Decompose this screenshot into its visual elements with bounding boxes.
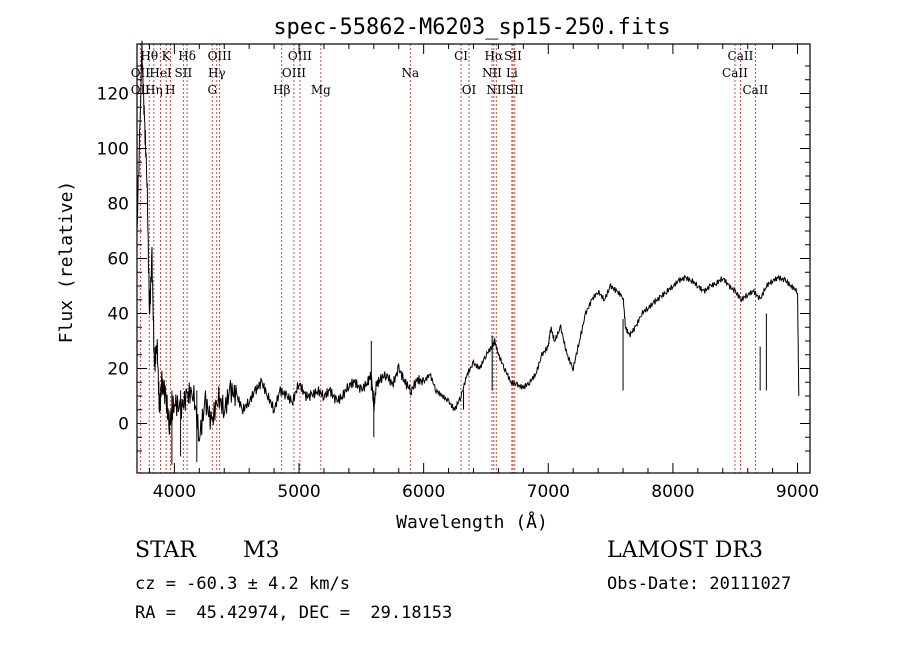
- reference-line-label: CaII: [722, 66, 748, 80]
- y-tick-label: 60: [107, 250, 129, 270]
- axis-ticks: 4000 5000 6000 7000 8000 9000 0 20 40 60 80 100 120: [97, 44, 819, 502]
- object-class: STAR: [135, 538, 196, 563]
- reference-line-label: SII: [506, 83, 524, 97]
- y-tick-label: 20: [107, 360, 129, 380]
- y-tick-label: 80: [107, 195, 129, 215]
- plot-area-border: [136, 43, 811, 474]
- reference-line-label: Hη: [145, 83, 163, 97]
- reference-line-label: OII: [131, 66, 151, 80]
- redshift-value: cz = -60.3 ± 4.2 km/s: [135, 574, 350, 594]
- x-axis-label: Wavelength (Å): [396, 511, 548, 533]
- y-tick-label: 0: [118, 415, 129, 435]
- x-tick-label: 6000: [402, 482, 445, 502]
- reference-line-label: Hα: [485, 49, 504, 63]
- reference-line-label: CI: [454, 49, 468, 63]
- reference-line-label: Hγ: [208, 66, 226, 80]
- x-tick-label: 7000: [527, 482, 570, 502]
- reference-line-label: Mg: [311, 83, 331, 97]
- y-tick-label: 40: [107, 305, 129, 325]
- reference-line-label: Li: [506, 66, 518, 80]
- reference-line-label: Hδ: [178, 49, 196, 63]
- object-subclass: M3: [243, 538, 280, 563]
- reference-line-label: CaII: [742, 83, 768, 97]
- reference-line-label: Hβ: [273, 83, 290, 97]
- reference-lines: [139, 44, 756, 473]
- reference-line-label: OIII: [282, 66, 306, 80]
- reference-line-label: SII: [504, 49, 522, 63]
- reference-line-label: NII: [486, 83, 506, 97]
- sky-coordinates: RA = 45.42974, DEC = 29.18153: [135, 603, 453, 623]
- reference-line-label: OIII: [208, 49, 232, 63]
- reference-line-label: H: [165, 83, 175, 97]
- spectrum-line: [136, 40, 800, 442]
- reference-line-label: OIII: [288, 49, 312, 63]
- reference-line-label: HeI: [149, 66, 172, 80]
- chart-title: spec-55862-M6203_sp15-250.fits: [273, 15, 670, 40]
- y-tick-label: 100: [97, 140, 129, 160]
- reference-line-label: Hθ: [140, 49, 158, 63]
- survey-name: LAMOST DR3: [607, 538, 763, 563]
- y-axis-label: Flux (relative): [56, 181, 77, 344]
- reference-line-label: K: [162, 49, 172, 63]
- reference-line-label: OI: [462, 83, 477, 97]
- spectrum-series: [136, 40, 800, 465]
- y-tick-label: 120: [97, 85, 129, 105]
- reference-line-label: G: [207, 83, 217, 97]
- reference-line-label: SII: [175, 66, 193, 80]
- reference-line-label: CaII: [728, 49, 754, 63]
- reference-line-label: NII: [482, 66, 502, 80]
- x-tick-label: 8000: [651, 482, 694, 502]
- reference-line-label: Na: [401, 66, 419, 80]
- x-tick-label: 5000: [277, 482, 320, 502]
- x-tick-label: 4000: [153, 482, 196, 502]
- plot-frame: [136, 43, 811, 474]
- x-tick-label: 9000: [776, 482, 819, 502]
- observation-date: Obs-Date: 20111027: [607, 574, 792, 594]
